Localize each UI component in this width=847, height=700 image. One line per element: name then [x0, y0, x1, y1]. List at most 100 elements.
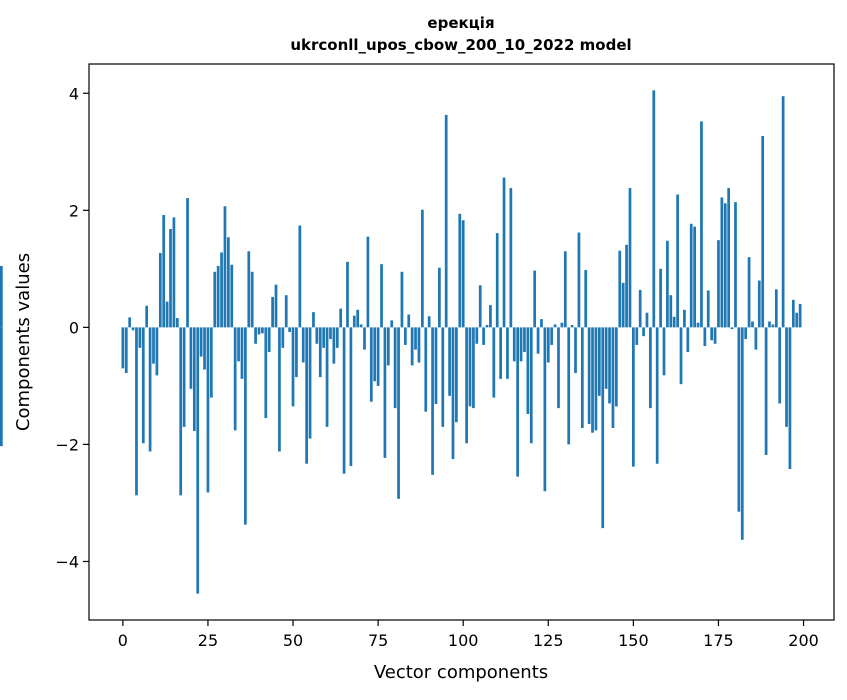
bar [393, 327, 397, 409]
bar [175, 318, 179, 328]
bar [495, 233, 499, 328]
bar [751, 321, 754, 328]
bar [209, 327, 213, 398]
bar [131, 327, 135, 331]
bar [540, 319, 543, 328]
bar [771, 324, 775, 328]
x-tick-label: 100 [448, 631, 479, 650]
bar [233, 327, 237, 431]
y-axis-label: Components values [13, 253, 34, 431]
bar [237, 327, 240, 362]
bar [0, 327, 3, 447]
plot-area-frame [88, 63, 835, 621]
bar [199, 327, 203, 357]
bar [774, 289, 778, 328]
bar [723, 203, 727, 328]
bar [383, 327, 387, 458]
bar [720, 197, 724, 328]
bar [475, 327, 479, 344]
bar [744, 327, 748, 340]
bar [730, 327, 734, 330]
bar [284, 295, 288, 328]
bar [434, 327, 438, 405]
x-axis-ticks: 0 25 50 75 100 125 150 175 200 [118, 620, 819, 650]
bar [570, 325, 574, 328]
bar [785, 327, 788, 427]
bar [461, 220, 465, 328]
bar [506, 327, 509, 379]
bar [502, 177, 506, 328]
bar [0, 265, 3, 328]
bar [346, 261, 349, 328]
bar [421, 209, 424, 328]
bar [679, 327, 683, 385]
bar [278, 327, 281, 452]
bar [533, 270, 537, 328]
bar [577, 232, 581, 328]
bar [261, 327, 264, 334]
bar [472, 327, 475, 409]
bar [526, 327, 530, 414]
bar [359, 324, 363, 328]
bar [516, 327, 520, 477]
bar [693, 226, 696, 328]
bar [563, 251, 567, 328]
bar [281, 327, 285, 348]
bar [312, 312, 315, 328]
bar [271, 296, 274, 328]
bar [339, 308, 343, 328]
bars-group [0, 90, 802, 594]
bar [560, 322, 564, 328]
bar [529, 327, 533, 444]
bar [305, 327, 308, 464]
bar [499, 327, 502, 379]
bar [380, 264, 383, 328]
chart-title-line1: ерекція [427, 14, 494, 32]
bar [662, 327, 666, 376]
bar [223, 206, 227, 328]
bar [169, 229, 172, 328]
bar [386, 327, 390, 366]
bar [349, 327, 353, 467]
x-tick-label: 50 [283, 631, 303, 650]
bar [645, 312, 649, 328]
bar [373, 327, 377, 382]
bar [220, 252, 223, 328]
bar [703, 327, 707, 347]
bar [734, 202, 737, 328]
bar [315, 327, 319, 344]
bar [614, 327, 618, 407]
bar [608, 327, 611, 404]
bar [342, 327, 346, 474]
bar [444, 114, 448, 328]
bar [301, 327, 305, 363]
bar [672, 316, 676, 328]
bar [128, 317, 132, 328]
bar [329, 327, 332, 340]
bar [441, 327, 445, 427]
bar [635, 327, 639, 345]
bar [438, 267, 441, 328]
bar [638, 289, 642, 328]
bar [179, 327, 183, 496]
bar [519, 327, 523, 362]
bar [628, 188, 632, 328]
bar [244, 327, 247, 525]
bar [186, 198, 189, 328]
bar [512, 327, 516, 362]
bar [523, 327, 526, 352]
y-tick-label: −4 [55, 552, 79, 571]
bar [798, 303, 802, 328]
bar [567, 327, 571, 445]
bar [580, 327, 584, 429]
bar [158, 253, 162, 328]
y-tick-label: 2 [69, 201, 79, 220]
bar [291, 327, 295, 407]
bar [427, 316, 431, 328]
bar [601, 327, 605, 529]
bar [240, 327, 244, 379]
x-tick-label: 75 [368, 631, 388, 650]
bar [124, 327, 128, 374]
bar [448, 327, 451, 396]
bar [455, 327, 458, 423]
